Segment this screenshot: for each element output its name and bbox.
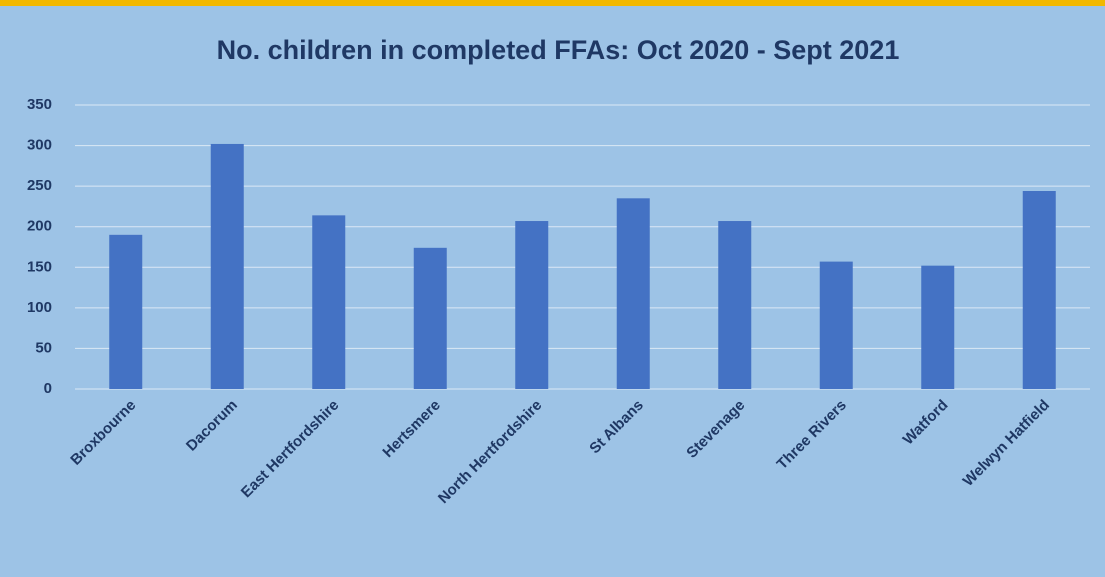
y-tick-label: 50 [35, 339, 52, 356]
bar [1022, 191, 1056, 389]
top-border [0, 0, 1105, 6]
y-tick-label: 200 [27, 218, 52, 235]
y-tick-label: 350 [27, 96, 52, 113]
bar [210, 143, 244, 389]
bar [109, 234, 143, 389]
bar [718, 221, 752, 389]
bar [515, 221, 549, 389]
y-tick-label: 250 [27, 177, 52, 194]
chart-title: No. children in completed FFAs: Oct 2020… [217, 35, 900, 65]
bar [312, 215, 346, 389]
bar [413, 247, 447, 389]
bar [819, 261, 853, 389]
bar [921, 265, 955, 389]
y-tick-label: 300 [27, 137, 52, 154]
y-tick-label: 150 [27, 258, 52, 275]
bar [616, 198, 650, 389]
y-tick-label: 0 [44, 380, 52, 397]
y-tick-label: 100 [27, 299, 52, 316]
